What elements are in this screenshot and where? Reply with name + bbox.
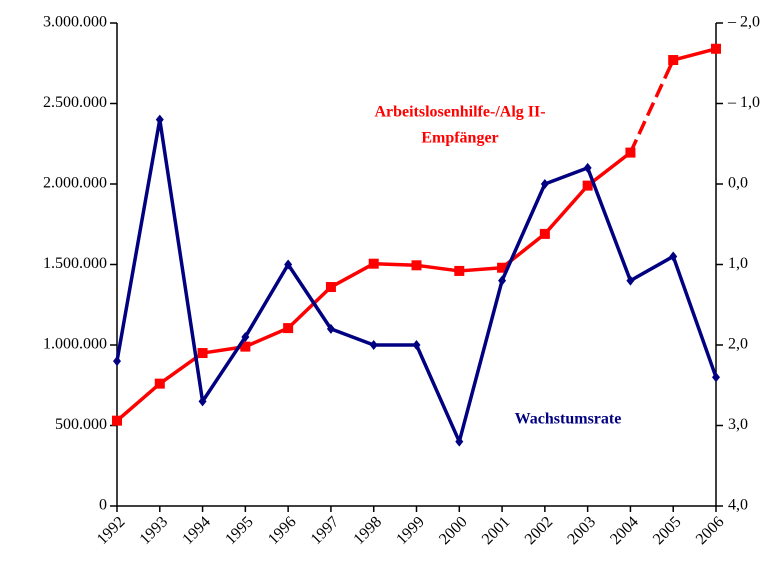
point [240, 341, 251, 352]
x-tick-label: 2005 [650, 513, 685, 548]
x-tick-label: 1996 [265, 513, 300, 548]
y-tick-label: 3.000.000 [43, 14, 107, 31]
point [154, 378, 165, 389]
point [113, 356, 121, 367]
point [497, 262, 508, 273]
x-tick-label: 1997 [308, 513, 343, 548]
x-tick-label: 2006 [693, 513, 728, 548]
y2-tick-label: 2,0 [728, 336, 748, 353]
point [411, 260, 422, 271]
point [325, 282, 336, 293]
point [626, 275, 635, 286]
annotation: Wachstumsrate [515, 411, 622, 428]
y2-tick-label: 0,0 [728, 175, 748, 192]
point [540, 179, 549, 189]
point [198, 396, 207, 407]
series-line [115, 117, 718, 444]
y-tick-label: 2.500.000 [43, 94, 107, 111]
point [454, 265, 465, 276]
x-tick-label: 1995 [222, 513, 257, 548]
y-tick-label: 1.000.000 [43, 336, 107, 353]
x-tick-label: 2004 [607, 513, 642, 548]
y2-tick-label: – 2,0 [727, 14, 760, 31]
point [455, 436, 464, 447]
point [583, 162, 592, 173]
point [669, 251, 678, 262]
x-tick-label: 1994 [179, 513, 214, 548]
point [539, 228, 550, 239]
y-tick-label: 0 [99, 497, 107, 514]
point [369, 340, 378, 350]
point [712, 372, 720, 383]
x-tick-label: 1993 [137, 513, 172, 548]
x-tick-label: 2002 [522, 513, 557, 548]
point [155, 114, 164, 125]
point [283, 323, 294, 334]
point [368, 258, 379, 269]
y2-tick-label: 1,0 [728, 255, 748, 272]
point [197, 348, 208, 359]
point [326, 323, 335, 334]
annotation: Arbeitslosenhilfe-/Alg II- [374, 104, 545, 121]
x-tick-label: 2003 [564, 513, 599, 548]
point [284, 259, 293, 270]
annotation: Empfänger [421, 130, 498, 147]
point [412, 340, 421, 350]
point [711, 43, 721, 54]
point [498, 275, 507, 286]
x-tick-label: 1999 [393, 513, 428, 548]
point [625, 147, 636, 158]
y2-tick-label: 4,0 [728, 497, 748, 514]
y2-tick-label: – 1,0 [727, 94, 760, 111]
y-tick-label: 1.500.000 [43, 255, 107, 272]
x-tick-label: 2001 [479, 513, 514, 548]
x-tick-label: 1992 [94, 513, 129, 548]
x-tick-label: 2000 [436, 513, 471, 548]
point [241, 331, 250, 342]
y2-tick-label: 3,0 [728, 416, 748, 433]
point [582, 180, 593, 191]
x-tick-label: 1998 [350, 513, 385, 548]
point [668, 55, 679, 66]
y-tick-label: 500.000 [55, 416, 107, 433]
y-tick-label: 2.000.000 [43, 175, 107, 192]
point [112, 415, 122, 426]
